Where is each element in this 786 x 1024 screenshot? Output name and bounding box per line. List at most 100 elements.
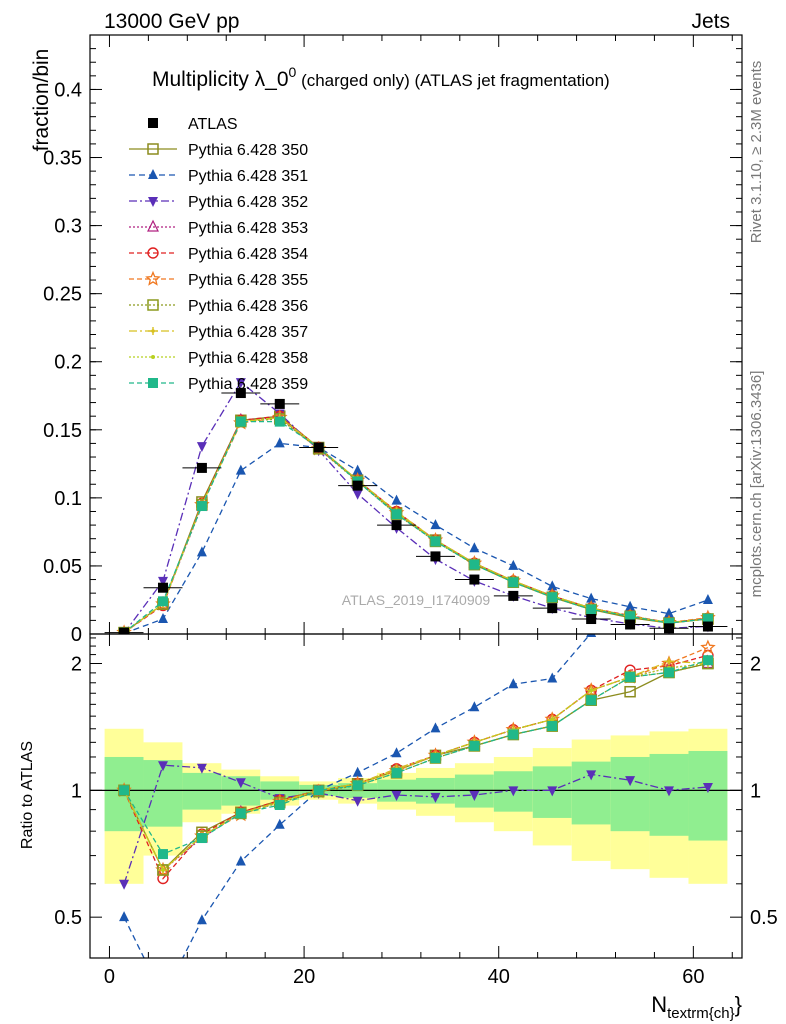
series-point [702,613,713,624]
x-axis-label: Ntextrm{ch}} [651,992,742,1022]
ratio-series-point [664,657,675,666]
data-point [586,614,597,625]
legend-marker [145,270,161,286]
ratio-y-axis-label: Ratio to ATLAS [19,741,36,849]
ratio-series-point [624,685,636,698]
ratio-series-point [352,780,363,791]
y-tick-label: 0.3 [54,216,82,238]
data-point [235,388,246,399]
ratio-series-point [625,672,636,683]
series-point [235,378,246,389]
ratio-series-point [235,855,246,866]
series-point [586,592,597,603]
series-pythia-6-428-351 [120,437,713,634]
ratio-series-line [123,659,709,855]
legend-marker [148,118,158,128]
series-point [547,580,558,591]
data-point [469,574,480,585]
ratio-series-point [664,667,675,678]
series-point [664,618,675,629]
series-point [352,464,363,475]
ratio-series-point [274,818,285,829]
ratio-band-inner [610,756,650,832]
ratio-series-line [123,654,709,880]
ratio-series-point [119,879,130,890]
ratio-series-point [547,786,558,797]
ratio-series-point [589,688,594,693]
data-point [430,551,441,562]
y-tick-label: 0.15 [43,420,82,442]
x-tick-label: 20 [293,966,315,988]
series-point [430,536,441,547]
ratio-series-point [586,770,597,781]
series-point [235,416,246,427]
ratio-series-pythia-6-428-359 [119,655,713,860]
legend-entry-pythia-6-428-354: Pythia 6.428 354 [129,246,308,263]
series-point [702,593,713,604]
ratio-y-tick-label-right: 0.5 [750,907,778,929]
legend-marker [147,219,159,232]
chart-title-main: Multiplicity λ_0 [152,68,289,91]
data-point [625,619,636,630]
ratio-y-tick-label-right: 1 [750,780,761,802]
rivet-version-label: Rivet 3.1.10, ≥ 2.3M events [748,61,765,244]
ratio-series-point [157,761,168,772]
ratio-series-point [430,722,441,733]
y-axis-label: fraction/bin [30,49,53,152]
legend-entry-pythia-6-428-350: Pythia 6.428 350 [129,142,308,159]
series-line [123,442,709,634]
legend-entry-pythia-6-428-351: Pythia 6.428 351 [129,168,308,185]
data-point [313,442,324,453]
ratio-series-point [700,639,716,655]
series-point [469,559,480,570]
ratio-panel-frame [89,633,743,959]
header-right-label: Jets [691,10,730,33]
ratio-series-point [664,551,674,561]
series-point [235,464,246,475]
series-point [469,542,480,553]
ratio-series-point [391,767,402,778]
ratio-series-point [469,701,480,712]
ratio-series-line [123,764,708,885]
ratio-series-point [664,786,675,797]
legend-marker [148,378,158,388]
y-tick-label: 0 [71,624,82,646]
legend-label: Pythia 6.428 353 [188,220,308,237]
legend-marker [147,143,159,155]
ratio-series-point [313,785,324,796]
series-point [274,416,285,427]
ratio-series-point [391,747,402,758]
legend-label: Pythia 6.428 351 [188,168,308,185]
x-tick-label: 60 [682,966,704,988]
legend-entry-pythia-6-428-353: Pythia 6.428 353 [129,219,308,237]
x-axis-label-close: } [735,992,742,1017]
series-point [157,596,168,607]
data-point [274,398,285,409]
legend-label: Pythia 6.428 355 [188,272,308,289]
mcplots-label: mcplots.cern.ch [arXiv:1306.3436] [748,371,765,598]
legend-label: ATLAS [188,116,238,133]
legend-entry-pythia-6-428-355: Pythia 6.428 355 [129,270,308,289]
legend-marker [147,247,159,259]
ratio-series-point [469,740,480,751]
ratio-y-tick-label-right: 2 [750,654,761,676]
ratio-series-point [157,849,168,860]
series-point [196,442,207,453]
y-tick-label: 0.2 [54,352,82,374]
series-atlas-data [104,388,728,634]
header-left-label: 13000 GeV pp [104,10,239,33]
ratio-series-point [625,592,635,602]
data-point [547,603,558,614]
legend-label: Pythia 6.428 358 [188,350,308,367]
ratio-series-point [274,799,285,810]
ratio-y-tick-label: 0.5 [54,907,82,929]
legend-entry-pythia-6-428-359: Pythia 6.428 359 [129,376,308,393]
ratio-series-point [469,790,480,801]
ratio-series-point [508,786,519,797]
ratio-series-point [586,695,597,706]
legend-label: Pythia 6.428 350 [188,142,308,159]
ratio-series-point [391,790,402,801]
ratio-series-point [625,776,636,787]
legend-marker [148,169,158,179]
ratio-series-point [702,655,713,666]
